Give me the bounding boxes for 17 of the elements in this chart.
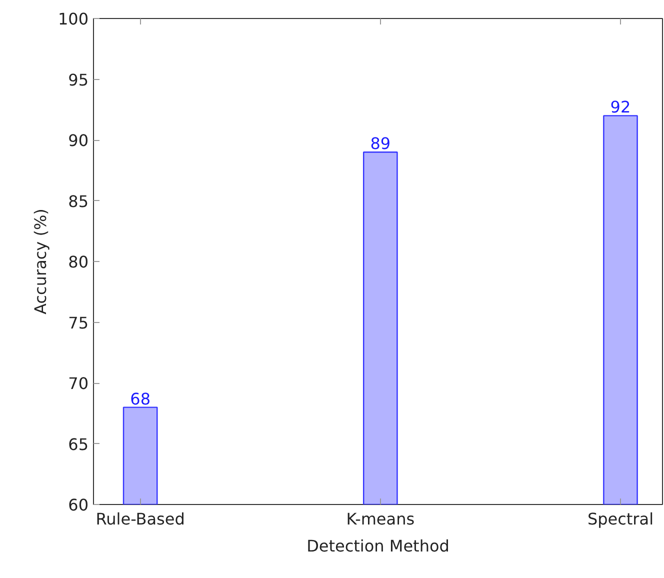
x-axis-title: Detection Method (306, 536, 450, 556)
y-tick-label: 65 (68, 434, 88, 454)
data-label: 68 (130, 389, 150, 408)
data-label: 92 (610, 98, 631, 117)
x-tick-label: K-means (346, 510, 415, 528)
y-tick-label: 95 (68, 70, 88, 90)
y-tick-label: 85 (68, 192, 88, 211)
y-tick-label: 100 (58, 10, 89, 28)
y-tick-label: 60 (68, 496, 88, 514)
y-axis-title: Accuracy (%) (30, 208, 50, 314)
y-tick-label: 90 (68, 131, 88, 150)
y-tick-label: 70 (68, 374, 88, 393)
data-label: 89 (370, 134, 391, 154)
y-tick-label: 75 (68, 313, 88, 332)
y-tick-label: 80 (68, 252, 88, 272)
x-tick-label: Rule-Based (96, 510, 185, 528)
x-tick-label: Spectral (587, 510, 654, 528)
